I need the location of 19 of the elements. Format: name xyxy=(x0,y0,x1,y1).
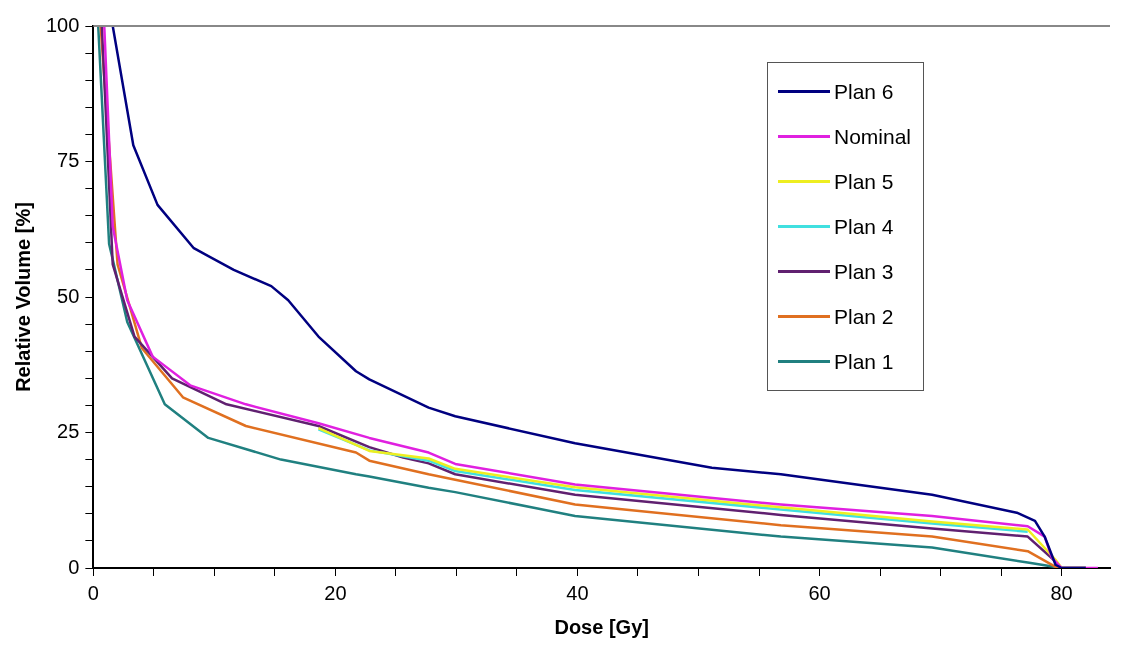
x-tick-label: 40 xyxy=(566,581,589,604)
y-tick-label: 100 xyxy=(45,13,80,36)
y-tick-label: 50 xyxy=(57,284,80,307)
legend-label: Plan 3 xyxy=(833,259,894,284)
x-tick-label: 60 xyxy=(808,581,831,604)
y-axis-title: Relative Volume [%] xyxy=(11,202,34,392)
y-tick-label: 0 xyxy=(68,555,80,578)
legend-label: Plan 4 xyxy=(833,214,894,239)
x-axis-title: Dose [Gy] xyxy=(554,615,649,638)
legend-label: Nominal xyxy=(833,124,911,149)
legend-label: Plan 5 xyxy=(833,169,894,194)
x-tick-label: 20 xyxy=(324,581,347,604)
legend-label: Plan 1 xyxy=(833,349,894,374)
y-tick-label: 75 xyxy=(57,149,80,172)
legend-label: Plan 2 xyxy=(833,304,894,329)
x-tick-label: 0 xyxy=(87,581,99,604)
y-tick-label: 25 xyxy=(57,420,80,443)
x-tick-label: 80 xyxy=(1050,581,1073,604)
legend-label: Plan 6 xyxy=(833,79,894,104)
